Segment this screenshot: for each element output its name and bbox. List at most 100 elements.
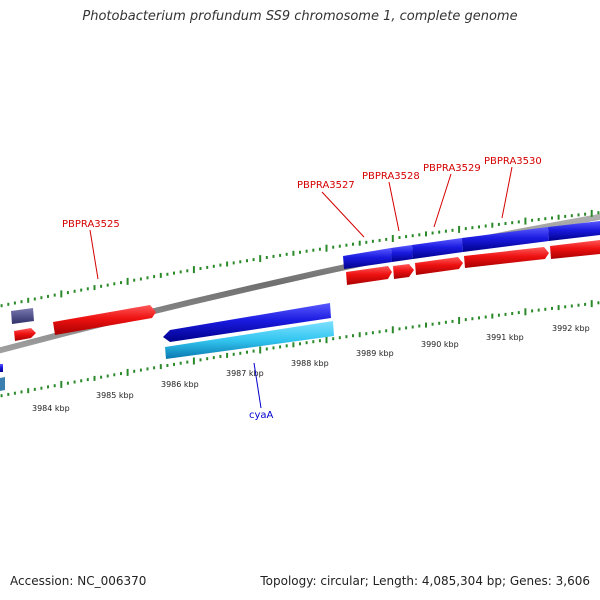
kbp-label: 3988 kbp: [291, 359, 329, 368]
ruler-tick: [570, 214, 573, 218]
gene-cyaA-upper[interactable]: [163, 303, 331, 342]
ruler-tick: [159, 272, 162, 278]
label-PBPRA3528[interactable]: PBPRA3528: [362, 171, 420, 182]
ruler-tick: [13, 301, 16, 305]
gene-red-3529[interactable]: [415, 257, 463, 275]
ruler-tick: [27, 388, 30, 394]
ruler-tick: [398, 236, 401, 239]
ruler-tick: [358, 240, 361, 246]
ruler-tick: [451, 228, 454, 232]
ruler-tick: [186, 360, 189, 364]
ruler-tick: [159, 364, 162, 370]
ruler-tick: [47, 294, 49, 298]
ruler-tick: [232, 261, 235, 265]
ruler-tick: [40, 296, 43, 300]
ruler-tick: [47, 385, 49, 389]
ruler-tick: [20, 300, 23, 304]
ruler-tick: [325, 336, 328, 344]
ruler-tick: [451, 319, 454, 323]
gene-PBPRA3525[interactable]: [53, 305, 156, 335]
ruler-tick: [345, 335, 348, 339]
gene-blue-3527[interactable]: [343, 248, 392, 269]
gene-slate-small[interactable]: [11, 308, 34, 324]
label-cyaA[interactable]: cyaA: [249, 410, 274, 421]
ruler-tick: [212, 264, 215, 268]
ruler-tick: [484, 315, 487, 319]
ruler-tick: [133, 369, 136, 373]
ruler-tick: [491, 313, 494, 319]
gene-blue-3529[interactable]: [412, 238, 463, 259]
ruler-tick: [246, 259, 248, 263]
ruler-tick: [80, 379, 83, 383]
ruler-tick: [497, 313, 500, 317]
ruler-tick: [0, 304, 3, 308]
ruler-tick: [73, 289, 76, 293]
ruler-tick: [444, 229, 447, 233]
gene-edge-blue-left[interactable]: [0, 364, 3, 372]
ruler-tick: [139, 277, 142, 281]
ruler-tick: [206, 357, 209, 361]
ruler-tick: [279, 253, 282, 257]
ruler-tick: [219, 355, 222, 358]
ruler-tick: [153, 275, 156, 279]
gene-red-right[interactable]: [550, 240, 600, 259]
ruler-tick: [312, 340, 315, 344]
ruler-tick: [20, 390, 23, 394]
ruler-tick: [272, 346, 275, 350]
label-PBPRA3530[interactable]: PBPRA3530: [484, 156, 542, 167]
gene-blue-3528[interactable]: [391, 245, 413, 262]
ruler-tick: [299, 250, 301, 254]
ruler-tick: [405, 235, 408, 239]
gene-red-small[interactable]: [14, 328, 36, 341]
label-PBPRA3527[interactable]: PBPRA3527: [297, 180, 355, 191]
gene-red-3528[interactable]: [393, 264, 414, 279]
kbp-label: 3990 kbp: [421, 340, 459, 349]
ruler-tick: [239, 351, 242, 355]
ruler-tick: [431, 322, 434, 326]
ruler-tick: [0, 394, 3, 398]
ruler-tick: [557, 214, 560, 220]
ruler-tick: [352, 242, 354, 246]
ruler-tick: [458, 317, 461, 324]
ruler-tick: [146, 367, 149, 371]
ruler-tick: [126, 368, 129, 376]
ruler-tick: [497, 222, 500, 226]
ruler-tick: [345, 243, 348, 247]
outer-tick-row: [0, 209, 600, 308]
ruler-tick: [179, 361, 182, 365]
ruler-tick: [100, 375, 103, 379]
ruler-tick: [265, 256, 268, 259]
label-PBPRA3529[interactable]: PBPRA3529: [423, 163, 481, 174]
ruler-tick: [133, 278, 136, 282]
gene-red-3530[interactable]: [464, 247, 549, 268]
ruler-tick: [405, 326, 408, 330]
ruler-tick: [53, 384, 56, 388]
ruler-tick: [66, 291, 69, 295]
ruler-tick: [365, 332, 368, 336]
ruler-tick: [285, 344, 288, 348]
ruler-tick: [199, 358, 202, 362]
ruler-tick: [305, 249, 308, 253]
ruler-tick: [464, 227, 467, 231]
ruler-tick: [358, 332, 361, 338]
ruler-tick: [577, 213, 580, 217]
gene-red-3527[interactable]: [346, 266, 392, 285]
ruler-tick: [305, 341, 308, 345]
ruler-tick: [312, 248, 315, 252]
ruler-tick: [86, 287, 89, 291]
ruler-tick: [398, 327, 401, 331]
ruler-tick: [557, 305, 560, 311]
gene-edge-cyan-left[interactable]: [0, 377, 5, 391]
kbp-label: 3987 kbp: [226, 369, 264, 378]
ruler-tick: [252, 349, 255, 353]
label-PBPRA3525[interactable]: PBPRA3525: [62, 219, 120, 230]
ruler-tick: [40, 386, 43, 390]
ruler-tick: [464, 318, 467, 322]
inner-tick-row: [0, 300, 600, 398]
gene-blue-right[interactable]: [548, 221, 600, 241]
ruler-tick: [53, 293, 56, 297]
ruler-tick: [66, 381, 69, 385]
gene-blue-3530[interactable]: [462, 227, 549, 252]
gene-cyaA[interactable]: [165, 321, 334, 359]
